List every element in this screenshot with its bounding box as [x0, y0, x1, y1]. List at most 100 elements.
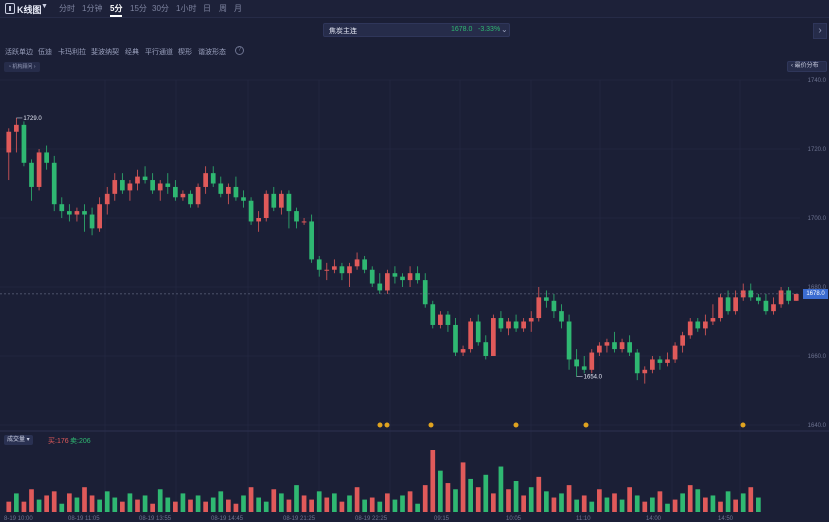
- volume-bar[interactable]: [226, 499, 231, 512]
- chart-type-selector[interactable]: K线图: [17, 5, 42, 15]
- candle-body[interactable]: [748, 290, 754, 298]
- volume-bar[interactable]: [559, 493, 564, 512]
- panel-toggle-button[interactable]: ›: [813, 23, 827, 39]
- candle-body[interactable]: [135, 176, 140, 184]
- volume-bar[interactable]: [498, 466, 504, 512]
- candle-body[interactable]: [657, 359, 663, 363]
- indicator-active-oneside[interactable]: 活跃单边: [5, 49, 33, 56]
- volume-bar[interactable]: [135, 499, 140, 512]
- candle-body[interactable]: [294, 211, 299, 222]
- volume-bar[interactable]: [415, 503, 420, 512]
- candle-body[interactable]: [354, 259, 360, 267]
- volume-bar[interactable]: [460, 462, 466, 512]
- candle-body[interactable]: [279, 193, 284, 208]
- volume-bar[interactable]: [551, 497, 557, 512]
- candle-body[interactable]: [14, 124, 19, 132]
- volume-bar[interactable]: [301, 495, 307, 512]
- volume-bar[interactable]: [438, 470, 443, 512]
- volume-bar[interactable]: [210, 497, 216, 512]
- candle-body[interactable]: [142, 176, 148, 181]
- period-15min[interactable]: 15分: [130, 4, 147, 13]
- volume-bar[interactable]: [612, 493, 617, 512]
- candle-body[interactable]: [173, 186, 178, 198]
- volume-bar[interactable]: [680, 493, 685, 512]
- candle-body[interactable]: [536, 297, 542, 319]
- candle-body[interactable]: [438, 314, 443, 325]
- volume-bar[interactable]: [513, 481, 519, 512]
- candle-body[interactable]: [680, 335, 685, 346]
- volume-bar[interactable]: [506, 489, 511, 512]
- volume-bar[interactable]: [294, 485, 299, 512]
- candle-body[interactable]: [725, 297, 731, 312]
- volume-bar[interactable]: [44, 495, 49, 512]
- volume-bar[interactable]: [665, 503, 670, 512]
- volume-bar[interactable]: [407, 491, 413, 512]
- candle-body[interactable]: [74, 211, 80, 215]
- candle-body[interactable]: [82, 211, 87, 215]
- candle-body[interactable]: [778, 290, 784, 305]
- candle-body[interactable]: [210, 173, 216, 184]
- volume-bar[interactable]: [316, 491, 322, 512]
- candle-body[interactable]: [513, 321, 519, 329]
- candle-body[interactable]: [301, 221, 307, 223]
- volume-bar[interactable]: [271, 489, 277, 512]
- volume-bar[interactable]: [157, 489, 163, 512]
- candle-body[interactable]: [21, 124, 27, 163]
- candle-body[interactable]: [218, 183, 224, 194]
- candle-body[interactable]: [559, 311, 564, 322]
- volume-bar[interactable]: [59, 503, 65, 512]
- volume-bar[interactable]: [233, 503, 239, 512]
- candle-body[interactable]: [233, 186, 239, 198]
- volume-bar[interactable]: [536, 476, 542, 512]
- candle-body[interactable]: [695, 321, 701, 329]
- candle-body[interactable]: [104, 193, 110, 205]
- candle-body[interactable]: [597, 345, 602, 353]
- volume-bar[interactable]: [89, 495, 95, 512]
- candle-body[interactable]: [756, 297, 761, 301]
- candle-body[interactable]: [271, 193, 277, 208]
- event-marker-icon[interactable]: [384, 422, 390, 428]
- volume-bar[interactable]: [392, 499, 398, 512]
- period-month[interactable]: 月: [234, 4, 242, 13]
- volume-bar[interactable]: [218, 491, 224, 512]
- candle-body[interactable]: [157, 183, 163, 191]
- volume-bar[interactable]: [650, 497, 655, 512]
- volume-bar[interactable]: [710, 495, 716, 512]
- volume-bar[interactable]: [67, 493, 72, 512]
- candle-body[interactable]: [771, 304, 776, 312]
- candle-body[interactable]: [589, 352, 595, 370]
- volume-bar[interactable]: [597, 489, 602, 512]
- volume-indicator-selector[interactable]: 成交量 ▾: [4, 435, 33, 445]
- volume-bar[interactable]: [286, 499, 292, 512]
- volume-bar[interactable]: [97, 499, 102, 512]
- volume-bar[interactable]: [718, 501, 723, 512]
- candle-body[interactable]: [29, 162, 34, 187]
- volume-bar[interactable]: [657, 491, 663, 512]
- volume-bar[interactable]: [173, 501, 178, 512]
- volume-bar[interactable]: [36, 499, 42, 512]
- institution-chip[interactable]: ◔ 机构顾问 ›: [4, 62, 40, 72]
- volume-bar[interactable]: [263, 501, 269, 512]
- volume-bar[interactable]: [127, 493, 133, 512]
- candle-body[interactable]: [97, 204, 102, 229]
- candle-body[interactable]: [786, 290, 791, 301]
- chevron-down-icon[interactable]: ▼: [41, 3, 48, 10]
- volume-bar[interactable]: [29, 489, 34, 512]
- volume-bar[interactable]: [468, 478, 473, 512]
- event-marker-icon[interactable]: [583, 422, 589, 428]
- period-30min[interactable]: 30分: [152, 4, 169, 13]
- volume-bar[interactable]: [581, 495, 587, 512]
- volume-bar[interactable]: [634, 495, 640, 512]
- candle-body[interactable]: [740, 290, 746, 298]
- candle-body[interactable]: [687, 321, 693, 336]
- help-icon[interactable]: ?: [235, 46, 244, 55]
- candle-body[interactable]: [324, 269, 330, 271]
- volume-bar[interactable]: [756, 497, 761, 512]
- candle-body[interactable]: [44, 152, 49, 163]
- candle-body[interactable]: [703, 321, 708, 329]
- volume-bar[interactable]: [362, 499, 367, 512]
- candle-body[interactable]: [347, 266, 352, 274]
- candle-body[interactable]: [627, 342, 632, 353]
- candle-body[interactable]: [642, 369, 648, 374]
- candle-body[interactable]: [248, 200, 254, 222]
